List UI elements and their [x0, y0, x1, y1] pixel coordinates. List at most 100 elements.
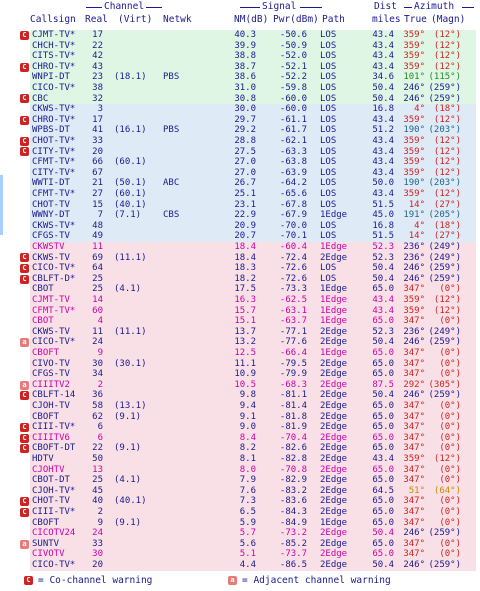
cell-nm: 8.2 [239, 443, 256, 454]
cell-mag: (0°) [439, 507, 461, 517]
cell-path: 2Edge [320, 464, 348, 475]
cell-real: 34 [92, 369, 103, 380]
cell-dist: 43.4 [372, 30, 394, 40]
table-row: CFMT-TV* 60 15.7 -63.1 1Edge 43.4 359° (12°) [30, 305, 476, 317]
table-row: CHOT-TV 40 (40.1) 7.3 -83.6 2Edge 65.0 347° (0°) [30, 496, 476, 507]
table-row: WWNY-DT 7 (7.1) CBS 22.9 -67.9 1Edge 45.0 191° (2… [30, 210, 476, 221]
cell-tru: 359° [403, 40, 425, 51]
cell-tru: 359° [403, 114, 425, 125]
cell-pwr: -83.6 [279, 496, 307, 507]
cell-path: LOS [320, 40, 337, 51]
cell-call: WWNY-DT [32, 210, 70, 221]
cell-call: CFMT-TV* [32, 157, 76, 168]
cell-call: CICO-TV* [32, 263, 76, 274]
table-row: CBLFT-14 36 9.8 -81.1 2Edge 50.4 246° (259°) [30, 390, 476, 401]
cell-dist: 65.0 [372, 422, 394, 433]
cell-dist: 51.5 [372, 199, 394, 210]
cell-path: LOS [320, 93, 337, 104]
cell-tru: 246° [403, 83, 425, 93]
cell-nm: 15.1 [234, 316, 256, 327]
cell-tru: 292° [403, 379, 425, 390]
table-row: CKWS-TV* 3 30.0 -60.0 LOS 16.8 4° (18°) [30, 104, 476, 115]
cell-call: CICO-TV* [32, 560, 76, 570]
cell-pwr: -81.9 [279, 422, 307, 433]
cell-real: 40 [92, 496, 103, 507]
cell-nm: 28.8 [234, 136, 256, 146]
cell-pwr: -61.7 [279, 125, 307, 136]
cell-nm: 22.9 [234, 210, 256, 221]
cell-real: 27 [92, 189, 103, 199]
cell-net: CBS [163, 210, 180, 221]
cell-mag: (0°) [439, 496, 461, 507]
cell-pwr: -73.3 [279, 284, 307, 295]
cell-path: 2Edge [320, 443, 348, 454]
cell-nm: 9.4 [239, 401, 256, 411]
cell-dist: 50.0 [372, 178, 394, 189]
cell-virt: (9.1) [114, 517, 142, 528]
cell-call: CJOHTV [32, 464, 65, 475]
cell-pwr: -63.7 [279, 316, 307, 327]
cell-real: 32 [92, 93, 103, 104]
cell-nm: 5.9 [239, 517, 256, 528]
cell-call: CIIITV2 [32, 379, 70, 390]
cell-nm: 40.3 [234, 30, 256, 40]
cell-mag: (27°) [433, 199, 461, 210]
cell-dist: 65.0 [372, 517, 394, 528]
cell-real: 17 [92, 30, 103, 40]
cell-tru: 191° [403, 210, 425, 221]
cell-tru: 14° [408, 231, 425, 242]
cell-path: LOS [320, 125, 337, 136]
cell-virt: (40.1) [114, 496, 147, 507]
cell-mag: (12°) [433, 51, 461, 62]
cell-path: LOS [320, 263, 337, 274]
cell-nm: 8.1 [239, 454, 256, 464]
cell-tru: 190° [403, 125, 425, 136]
cell-mag: (0°) [439, 475, 461, 486]
table-row: CJOH-TV* 45 7.6 -83.2 2Edge 64.5 51° (64°) [30, 485, 476, 497]
table-row: CIII-TV* 2 6.5 -84.3 2Edge 65.0 347° (0°) [30, 507, 476, 518]
cell-dist: 65.0 [372, 411, 394, 422]
cell-tru: 347° [403, 538, 425, 549]
cell-dist: 50.4 [372, 83, 394, 93]
cell-pwr: -52.0 [279, 51, 307, 62]
cell-real: 25 [92, 273, 103, 284]
cell-real: 24 [92, 528, 103, 539]
cell-real: 9 [97, 517, 103, 528]
col-real: Real [85, 14, 108, 25]
cell-call: CITY-TV* [32, 146, 76, 157]
cell-tru: 51° [408, 485, 425, 496]
cell-tru: 4° [414, 220, 425, 231]
cell-mag: (249°) [428, 242, 461, 252]
cell-virt: (7.1) [114, 210, 142, 221]
table-row: CBOFT 62 (9.1) 9.1 -81.8 2Edge 65.0 347° (0°) [30, 411, 476, 423]
col-path: Path [322, 14, 345, 25]
cell-nm: 6.5 [239, 507, 256, 517]
cell-pwr: -70.4 [279, 432, 307, 443]
cell-virt: (13.1) [114, 401, 147, 411]
cell-call: CHRO-TV* [32, 61, 76, 72]
table-row: CBOT-DT 25 (4.1) 7.9 -82.9 2Edge 65.0 347° (0°) [30, 475, 476, 486]
table-row: CBOFT 9 (9.1) 5.9 -84.9 1Edge 65.0 347° (0°) [30, 517, 476, 529]
cell-pwr: -63.8 [279, 157, 307, 168]
cell-pwr: -67.9 [279, 210, 307, 221]
cell-call: CHOT-TV* [32, 136, 76, 146]
cell-tru: 347° [403, 549, 425, 560]
cell-call: CBLFT-14 [32, 390, 76, 401]
cell-real: 67 [92, 167, 103, 178]
cell-path: 2Edge [320, 401, 348, 411]
cell-nm: 13.7 [234, 326, 256, 337]
col-virt: (Virt) [118, 14, 153, 25]
cell-mag: (0°) [439, 411, 461, 422]
cell-pwr: -63.1 [279, 305, 307, 316]
cell-mag: (305°) [428, 379, 461, 390]
cell-path: 2Edge [320, 432, 348, 443]
cell-real: 33 [92, 136, 103, 146]
cell-nm: 39.9 [234, 40, 256, 51]
cell-pwr: -79.5 [279, 358, 307, 369]
cell-virt: (50.1) [114, 178, 147, 189]
adjacent-channel-warning-icon: a [20, 380, 29, 390]
cell-real: 7 [97, 210, 103, 221]
cell-pwr: -83.2 [279, 485, 307, 496]
cell-dist: 43.4 [372, 157, 394, 168]
cell-mag: (64°) [433, 485, 461, 496]
